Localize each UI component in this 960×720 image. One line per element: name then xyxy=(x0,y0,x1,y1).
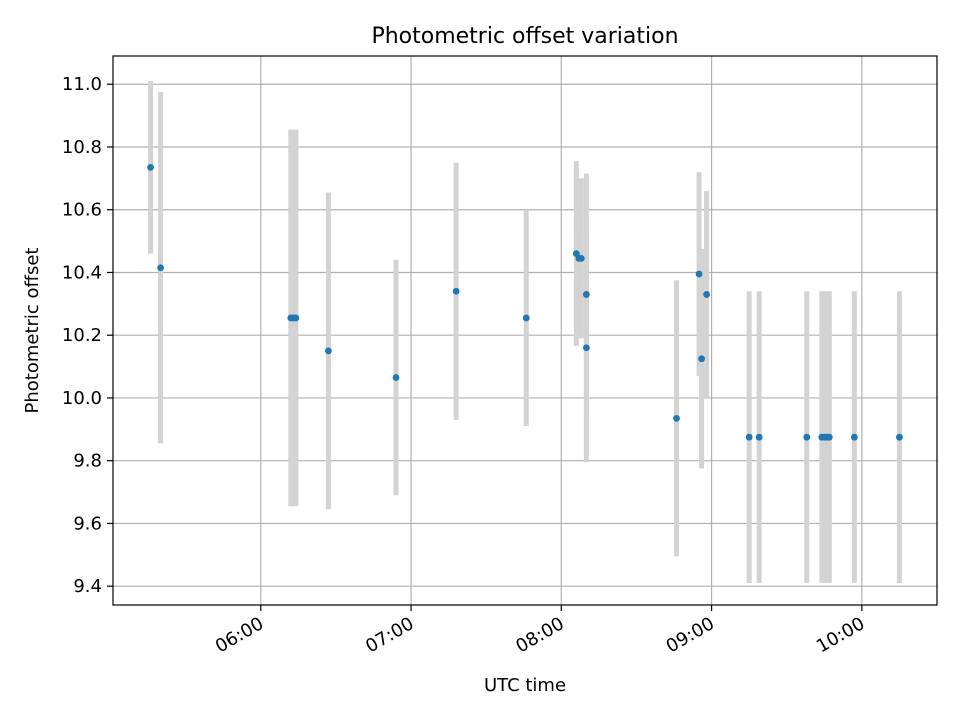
data-point xyxy=(850,433,858,441)
y-tick-label: 10.0 xyxy=(62,388,102,409)
plot-area-frame xyxy=(112,55,938,606)
chart-title: Photometric offset variation xyxy=(371,24,678,49)
data-point xyxy=(673,414,680,422)
x-axis-label: UTC time xyxy=(484,675,566,696)
data-point xyxy=(582,291,590,298)
data-point xyxy=(755,433,763,441)
data-point xyxy=(582,344,590,352)
y-tick-label: 9.6 xyxy=(73,513,102,534)
data-point xyxy=(157,264,164,272)
data-point xyxy=(292,314,300,322)
y-axis-label: Photometric offset xyxy=(22,248,43,414)
data-point xyxy=(392,374,400,381)
y-tick-label: 10.6 xyxy=(62,200,102,221)
data-point xyxy=(695,270,703,278)
data-point xyxy=(577,254,585,262)
data-point xyxy=(745,433,753,441)
data-point xyxy=(703,291,710,298)
data-point xyxy=(522,314,530,322)
y-tick-label: 9.4 xyxy=(73,576,102,597)
data-point xyxy=(896,433,903,441)
y-tick-label: 10.4 xyxy=(62,262,102,283)
data-point xyxy=(825,433,833,441)
y-tick-label: 9.8 xyxy=(73,451,102,472)
data-point xyxy=(698,355,705,363)
y-tick-label: 10.2 xyxy=(62,325,102,346)
y-tick-label: 11.0 xyxy=(62,74,102,95)
y-tick-label: 10.8 xyxy=(62,137,102,158)
data-point xyxy=(147,163,154,171)
data-point xyxy=(324,347,332,355)
data-point xyxy=(452,287,460,295)
data-points xyxy=(147,163,903,441)
data-point xyxy=(803,433,811,441)
